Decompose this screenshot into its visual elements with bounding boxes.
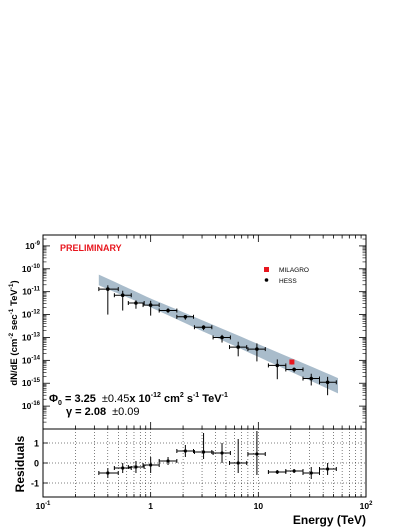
residual-point [142,457,160,473]
hess-point [113,290,132,311]
residual-marker [106,471,110,475]
residual-point [302,467,321,479]
x-tick-label: 10-1 [36,501,51,511]
residual-point [158,457,178,465]
y-tick-label: -1 [31,479,39,489]
legend: MILAGRO HESS [264,267,309,285]
y-tick-label: 10-16 [22,401,41,411]
residual-marker [292,469,296,473]
spectrum-y-axis-label: dN/dE (cm-2 sec-1 TeV-1) [8,280,20,385]
hess-point [247,343,266,362]
residuals-grid: -1 0 1 10-1 1 10 102 [31,429,373,511]
residual-point [285,469,304,473]
hess-marker [183,314,188,319]
y-tick-label: 10-12 [22,310,41,320]
residual-marker [236,461,240,465]
y-tick-label: 10-9 [25,241,40,251]
hess-marker [201,325,206,330]
hess-point [229,341,248,357]
hess-point [212,334,231,343]
hess-point [158,308,178,313]
residual-marker [183,449,187,453]
residual-points [98,431,337,479]
residual-marker [201,450,206,454]
hess-point [193,325,213,331]
hess-point [267,359,287,380]
spectrum-points [98,285,337,396]
residual-point [229,439,248,473]
hess-point [319,376,337,396]
residual-marker [149,463,153,467]
hess-point [127,300,145,309]
x-axis-label: Energy (TeV) [293,513,366,527]
residual-point [127,461,145,473]
residual-marker [166,459,170,463]
spectrum-ticks: 10-9 10-10 10-11 10-12 10-13 10-14 10-15 10-16 [22,235,366,429]
hess-point [285,367,304,373]
hess-marker [292,367,296,372]
y-tick-label: 10-10 [22,264,41,274]
x-tick-label: 10 [254,501,264,511]
residual-marker [121,466,125,470]
residual-point [98,468,119,478]
residual-point [176,445,195,457]
hess-marker [236,345,240,349]
y-tick-label: 1 [34,439,39,449]
hess-marker [166,308,170,313]
y-tick-label: 10-14 [22,355,41,365]
x-tick-label: 102 [360,501,373,511]
residual-point [193,433,213,459]
residual-point [319,463,337,475]
residuals-y-axis-label: Residuals [13,435,27,492]
hess-marker [275,363,280,368]
hess-marker [120,293,125,298]
residual-point [247,431,266,475]
fit-annotation: Φ0 = 3.25 ±0.45x 10-12 cm2 s-1 TeV-1 γ = … [49,392,228,418]
hess-point [98,285,119,315]
residual-marker [309,471,313,475]
residual-marker [134,465,138,469]
residual-point [267,470,287,474]
residual-marker [220,451,224,455]
gamma-text: γ = 2.08 ±0.09 [66,406,140,418]
preliminary-label: PRELIMINARY [60,243,122,253]
milagro-point [289,359,295,365]
hess-marker [255,347,259,351]
y-tick-label: 0 [34,459,39,469]
phi-text: Φ0 = 3.25 ±0.45x 10-12 cm2 s-1 TeV-1 [49,392,228,407]
residual-marker [255,452,259,456]
hess-marker [134,301,138,305]
milagro-marker [289,359,295,365]
hess-marker [325,380,330,385]
x-tick-label: 1 [148,501,153,511]
legend-hess-marker [264,278,269,282]
hess-marker [106,287,110,291]
fit-band [98,274,338,394]
legend-hess-label: HESS [279,278,297,285]
hess-point [176,314,195,320]
hess-marker [220,335,224,340]
legend-milagro-label: MILAGRO [279,267,309,274]
y-tick-label: 10-15 [22,378,41,388]
residual-marker [326,467,330,471]
hess-point [302,373,321,386]
hess-marker [148,303,153,307]
hess-point [142,300,160,316]
residual-point [212,443,231,463]
y-tick-label: 10-13 [22,332,41,342]
y-tick-label: 10-11 [22,287,40,297]
hess-marker [309,376,314,381]
legend-milagro-marker [264,267,269,272]
residual-marker [275,470,279,474]
